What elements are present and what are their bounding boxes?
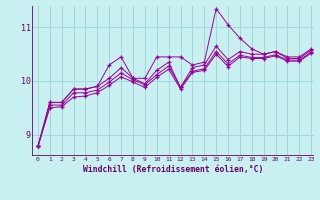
X-axis label: Windchill (Refroidissement éolien,°C): Windchill (Refroidissement éolien,°C)	[83, 165, 263, 174]
